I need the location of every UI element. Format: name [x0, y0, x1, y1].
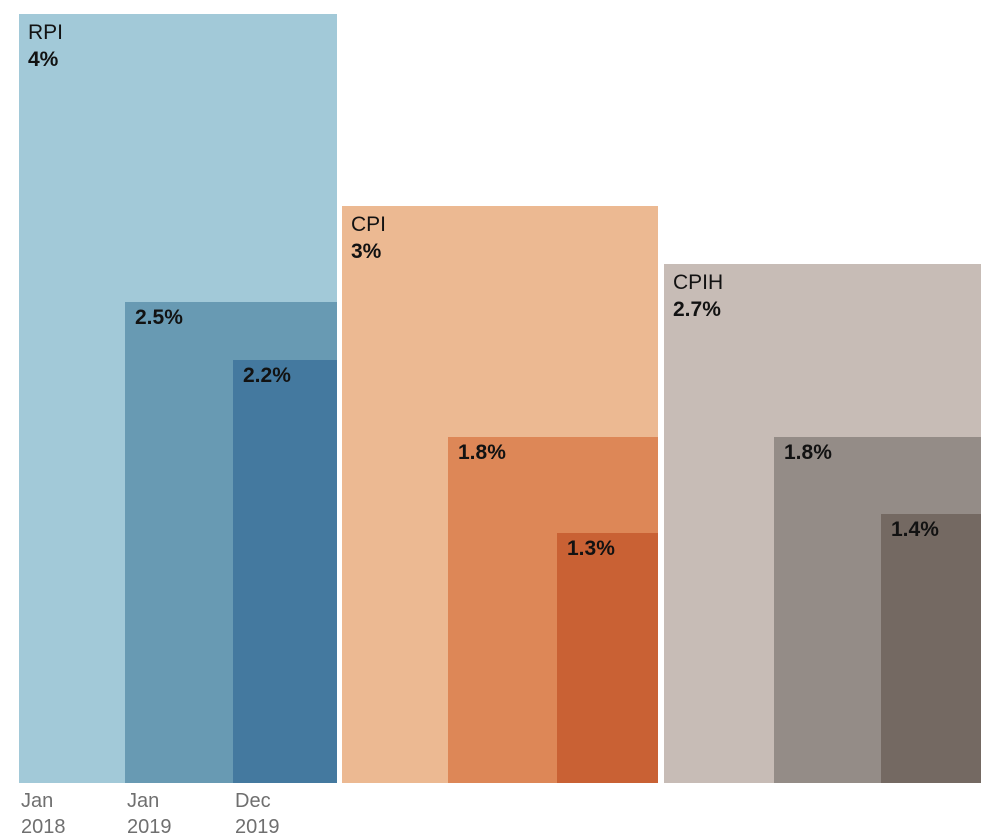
x-tick-jan-2019: Jan 2019	[127, 788, 172, 836]
bar-value-label: 2.5%	[135, 306, 183, 329]
series-value-label: 4%	[28, 48, 59, 71]
series-name-label: CPIH	[673, 271, 724, 294]
x-tick-month: Jan	[127, 790, 160, 812]
bar-cpi-dec-2019: 1.3%	[557, 533, 658, 783]
series-header: CPI 3%	[351, 211, 386, 265]
series-header: CPIH 2.7%	[673, 269, 723, 323]
x-tick-year: 2019	[127, 816, 172, 836]
bar-value-label: 1.4%	[891, 518, 939, 541]
bar-rpi-dec-2019: 2.2%	[233, 360, 337, 783]
bar-group-cpih-jan-2018: CPIH 2.7% 1.8% 1.4%	[664, 264, 981, 783]
series-header: RPI 4%	[28, 19, 63, 73]
series-value-label: 3%	[351, 240, 382, 263]
x-tick-month: Jan	[21, 790, 54, 812]
x-tick-year: 2018	[21, 816, 66, 836]
x-tick-year: 2019	[235, 816, 280, 836]
bar-cpih-dec-2019: 1.4%	[881, 514, 981, 783]
bar-group-rpi-jan-2018: RPI 4% 2.5% 2.2%	[19, 14, 337, 783]
x-tick-month: Dec	[235, 790, 271, 812]
bar-value-label: 1.8%	[458, 441, 506, 464]
bar-group-cpi-jan-2018: CPI 3% 1.8% 1.3%	[342, 206, 658, 783]
bar-value-label: 1.8%	[784, 441, 832, 464]
x-axis: Jan 2018 Jan 2019 Dec 2019	[0, 788, 1000, 836]
series-value-label: 2.7%	[673, 298, 721, 321]
series-name-label: CPI	[351, 213, 387, 236]
bar-value-label: 2.2%	[243, 364, 291, 387]
x-tick-dec-2019: Dec 2019	[235, 788, 280, 836]
x-tick-jan-2018: Jan 2018	[21, 788, 66, 836]
series-name-label: RPI	[28, 21, 64, 44]
bar-value-label: 1.3%	[567, 537, 615, 560]
